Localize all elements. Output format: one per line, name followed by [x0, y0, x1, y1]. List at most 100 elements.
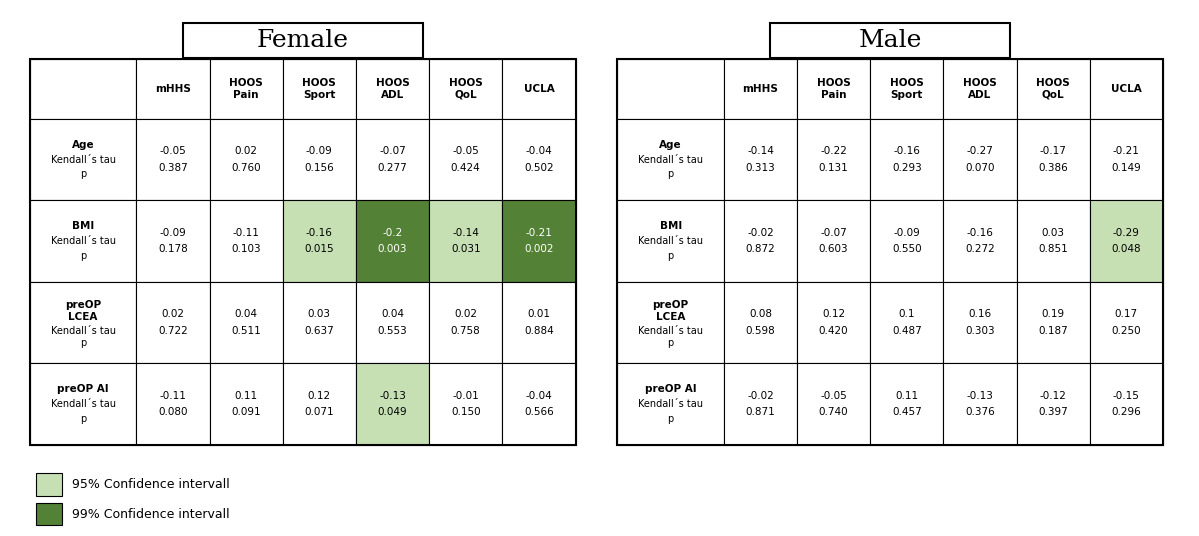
Text: Kendall´s tau: Kendall´s tau — [50, 326, 115, 336]
Text: -0.17: -0.17 — [1040, 146, 1067, 157]
Polygon shape — [1017, 59, 1090, 119]
Polygon shape — [870, 119, 944, 200]
Text: -0.07: -0.07 — [379, 146, 406, 157]
Text: HOOS
Sport: HOOS Sport — [302, 78, 336, 100]
Polygon shape — [1090, 363, 1163, 445]
Text: preOP: preOP — [652, 300, 688, 310]
Text: -0.2: -0.2 — [382, 228, 403, 238]
Text: 0.048: 0.048 — [1111, 244, 1141, 254]
Polygon shape — [502, 363, 576, 445]
Polygon shape — [944, 59, 1017, 119]
Polygon shape — [1017, 119, 1090, 200]
Polygon shape — [617, 363, 724, 445]
Text: 0.598: 0.598 — [746, 326, 776, 336]
Text: HOOS
QoL: HOOS QoL — [1036, 78, 1071, 100]
Text: 0.487: 0.487 — [892, 326, 922, 336]
Polygon shape — [724, 119, 797, 200]
Text: LCEA: LCEA — [656, 312, 686, 322]
Text: p: p — [80, 414, 86, 424]
Polygon shape — [283, 363, 356, 445]
Polygon shape — [30, 59, 137, 119]
Polygon shape — [210, 200, 283, 282]
Text: 0.149: 0.149 — [1111, 163, 1141, 173]
Text: 0.03: 0.03 — [1042, 228, 1065, 238]
Text: 0.293: 0.293 — [892, 163, 922, 173]
Text: 0.150: 0.150 — [451, 407, 481, 417]
Polygon shape — [502, 200, 576, 282]
Text: HOOS
ADL: HOOS ADL — [963, 78, 996, 100]
Text: 0.080: 0.080 — [158, 407, 188, 417]
Polygon shape — [137, 363, 210, 445]
Polygon shape — [870, 200, 944, 282]
Text: 0.071: 0.071 — [305, 407, 335, 417]
Text: 0.091: 0.091 — [231, 407, 261, 417]
Text: 0.01: 0.01 — [528, 309, 550, 319]
Text: -0.12: -0.12 — [1040, 391, 1067, 401]
Text: p: p — [668, 169, 674, 179]
Polygon shape — [1090, 200, 1163, 282]
Text: 0.04: 0.04 — [381, 309, 404, 319]
Text: Kendall´s tau: Kendall´s tau — [638, 326, 703, 336]
Text: Kendall´s tau: Kendall´s tau — [638, 154, 703, 165]
Text: HOOS
Pain: HOOS Pain — [229, 78, 263, 100]
Text: Male: Male — [858, 29, 922, 51]
Text: 0.397: 0.397 — [1038, 407, 1068, 417]
Polygon shape — [30, 119, 137, 200]
Text: -0.04: -0.04 — [525, 146, 553, 157]
Text: 0.424: 0.424 — [451, 163, 481, 173]
Text: p: p — [80, 251, 86, 260]
Text: 0.19: 0.19 — [1042, 309, 1065, 319]
Text: 0.015: 0.015 — [305, 244, 335, 254]
Text: 0.722: 0.722 — [158, 326, 188, 336]
Text: 0.550: 0.550 — [892, 244, 922, 254]
Text: Female: Female — [257, 29, 349, 51]
Text: 0.511: 0.511 — [231, 326, 261, 336]
Polygon shape — [1017, 363, 1090, 445]
Text: 95% Confidence intervall: 95% Confidence intervall — [72, 478, 230, 491]
Text: -0.02: -0.02 — [747, 391, 773, 401]
Text: 0.049: 0.049 — [378, 407, 408, 417]
Text: Age: Age — [72, 140, 95, 150]
Text: -0.11: -0.11 — [159, 391, 186, 401]
Text: Age: Age — [659, 140, 682, 150]
Polygon shape — [797, 119, 870, 200]
Text: p: p — [80, 169, 86, 179]
Polygon shape — [944, 119, 1017, 200]
Polygon shape — [137, 59, 210, 119]
Polygon shape — [429, 59, 502, 119]
Polygon shape — [870, 363, 944, 445]
Text: Kendall´s tau: Kendall´s tau — [638, 399, 703, 409]
Text: 0.376: 0.376 — [965, 407, 995, 417]
Text: -0.29: -0.29 — [1113, 228, 1140, 238]
Text: 0.740: 0.740 — [819, 407, 849, 417]
Text: 0.178: 0.178 — [158, 244, 188, 254]
Text: 0.08: 0.08 — [749, 309, 772, 319]
Text: -0.02: -0.02 — [747, 228, 773, 238]
Text: Kendall´s tau: Kendall´s tau — [50, 399, 115, 409]
Text: 0.04: 0.04 — [235, 309, 258, 319]
Text: -0.01: -0.01 — [452, 391, 480, 401]
Polygon shape — [210, 119, 283, 200]
Text: p: p — [668, 338, 674, 348]
Polygon shape — [1017, 200, 1090, 282]
Text: 0.603: 0.603 — [819, 244, 849, 254]
Polygon shape — [724, 200, 797, 282]
Text: -0.16: -0.16 — [306, 228, 333, 238]
Polygon shape — [30, 200, 137, 282]
Polygon shape — [944, 200, 1017, 282]
Text: Kendall´s tau: Kendall´s tau — [638, 236, 703, 246]
Text: p: p — [80, 338, 86, 348]
Polygon shape — [1090, 282, 1163, 363]
Text: 0.1: 0.1 — [898, 309, 915, 319]
Text: 0.02: 0.02 — [235, 146, 258, 157]
Text: preOP: preOP — [65, 300, 101, 310]
Text: -0.07: -0.07 — [820, 228, 846, 238]
Polygon shape — [283, 200, 356, 282]
Text: 0.760: 0.760 — [231, 163, 261, 173]
Polygon shape — [210, 363, 283, 445]
Text: Kendall´s tau: Kendall´s tau — [50, 236, 115, 246]
Polygon shape — [502, 59, 576, 119]
Text: HOOS
QoL: HOOS QoL — [448, 78, 483, 100]
Polygon shape — [283, 59, 356, 119]
Text: 0.003: 0.003 — [378, 244, 408, 254]
